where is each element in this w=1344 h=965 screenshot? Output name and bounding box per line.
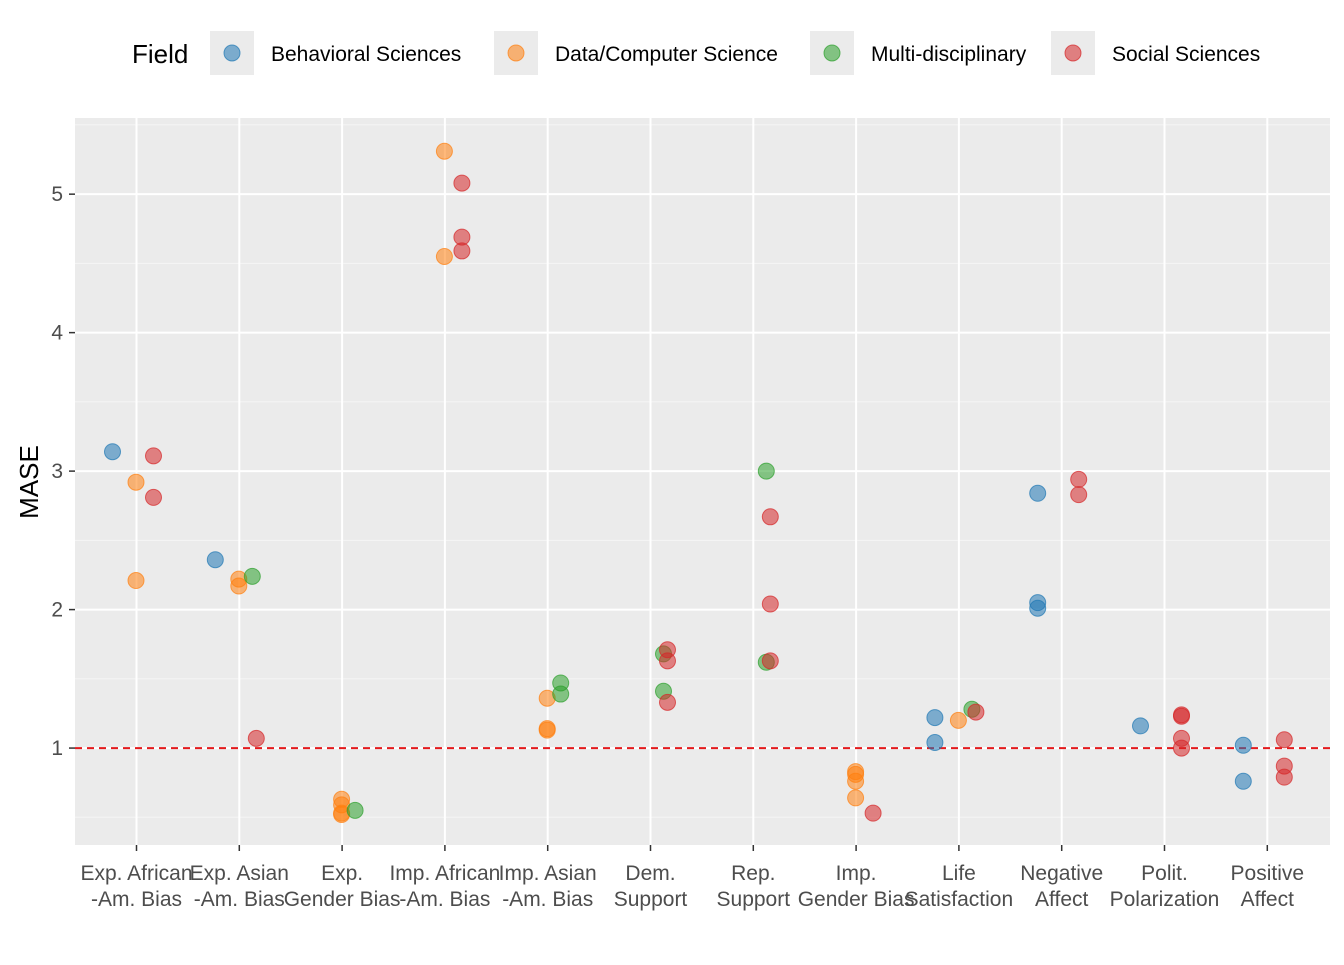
x-tick-label: Exp. Asian xyxy=(190,862,289,885)
x-tick-label: -Am. Bias xyxy=(91,888,182,911)
data-point xyxy=(453,242,471,260)
x-tick-label: Rep. xyxy=(731,862,775,885)
data-point xyxy=(847,772,865,790)
data-point xyxy=(346,801,364,819)
x-tick-label: Affect xyxy=(1035,888,1088,911)
data-point xyxy=(1173,739,1190,757)
legend-marker xyxy=(823,44,841,62)
data-point xyxy=(145,488,162,506)
data-point xyxy=(1275,768,1293,786)
legend-marker xyxy=(507,44,525,62)
y-tick-label: 4 xyxy=(51,322,63,345)
y-axis-label: MASE xyxy=(14,445,44,519)
data-point xyxy=(967,703,985,721)
data-point xyxy=(864,804,882,822)
data-point xyxy=(247,729,265,747)
x-tick-label: Polarization xyxy=(1110,888,1220,911)
x-tick-label: Gender Bias xyxy=(798,888,915,911)
y-tick-label: 1 xyxy=(51,737,63,760)
data-points xyxy=(104,142,1293,824)
data-point xyxy=(538,721,556,739)
data-point xyxy=(127,473,145,491)
data-point xyxy=(761,508,779,526)
legend-marker xyxy=(1064,44,1082,62)
data-point xyxy=(761,595,779,613)
data-point xyxy=(145,447,162,465)
x-tick-label: Imp. African xyxy=(389,862,500,885)
x-tick-label: -Am. Bias xyxy=(399,888,490,911)
data-point xyxy=(659,652,676,670)
x-tick-label: Dem. xyxy=(625,862,675,885)
legend-label: Social Sciences xyxy=(1112,43,1260,66)
data-point xyxy=(926,709,944,727)
legend-marker xyxy=(223,44,241,62)
data-point xyxy=(1234,736,1252,754)
y-tick-label: 2 xyxy=(51,599,63,622)
x-tick-label: Imp. xyxy=(836,862,877,885)
data-point xyxy=(435,247,453,265)
data-point xyxy=(104,443,121,461)
data-point xyxy=(206,551,224,569)
y-axis: 1 2 3 4 5 xyxy=(51,183,75,760)
x-tick-label: Negative xyxy=(1020,862,1103,885)
x-tick-label: Life xyxy=(942,862,976,885)
data-point xyxy=(926,734,944,752)
data-point xyxy=(127,572,145,590)
data-point xyxy=(1173,707,1190,725)
x-tick-label: Positive xyxy=(1231,862,1305,885)
x-tick-label: -Am. Bias xyxy=(194,888,285,911)
data-point xyxy=(761,652,779,670)
legend: Field Behavioral Sciences Data/Computer S… xyxy=(132,31,1260,75)
x-tick-label: Affect xyxy=(1241,888,1294,911)
data-point xyxy=(949,711,967,729)
data-point xyxy=(243,567,261,585)
legend-label: Behavioral Sciences xyxy=(271,43,461,66)
x-tick-label: Exp. xyxy=(321,862,363,885)
x-tick-label: Gender Bias xyxy=(284,888,401,911)
legend-items: Behavioral Sciences Data/Computer Science… xyxy=(210,31,1260,75)
data-point xyxy=(1029,599,1047,617)
y-tick-label: 5 xyxy=(51,183,63,206)
x-tick-label: Support xyxy=(717,888,791,911)
x-tick-label: Exp. African xyxy=(80,862,192,885)
data-point xyxy=(659,693,676,711)
x-tick-label: Imp. Asian xyxy=(499,862,597,885)
data-point xyxy=(552,685,570,703)
plot-panel xyxy=(75,118,1330,845)
data-point xyxy=(1132,717,1149,735)
data-point xyxy=(1070,470,1088,488)
legend-title: Field xyxy=(132,39,188,69)
data-point xyxy=(1275,731,1293,749)
data-point xyxy=(847,789,865,807)
x-tick-label: Polit. xyxy=(1141,862,1188,885)
y-tick-label: 3 xyxy=(51,460,63,483)
data-point xyxy=(1234,772,1252,790)
legend-label: Data/Computer Science xyxy=(555,43,778,66)
x-tick-label: Support xyxy=(614,888,688,911)
x-tick-label: -Am. Bias xyxy=(502,888,593,911)
data-point xyxy=(1029,484,1047,502)
minor-gridlines xyxy=(75,124,1330,818)
data-point xyxy=(453,174,471,192)
data-point xyxy=(757,462,775,480)
x-tick-label: Satisfaction xyxy=(905,888,1014,911)
legend-label: Multi-disciplinary xyxy=(871,43,1027,66)
data-point xyxy=(1070,486,1088,504)
data-point xyxy=(230,577,248,595)
data-point xyxy=(435,142,453,160)
